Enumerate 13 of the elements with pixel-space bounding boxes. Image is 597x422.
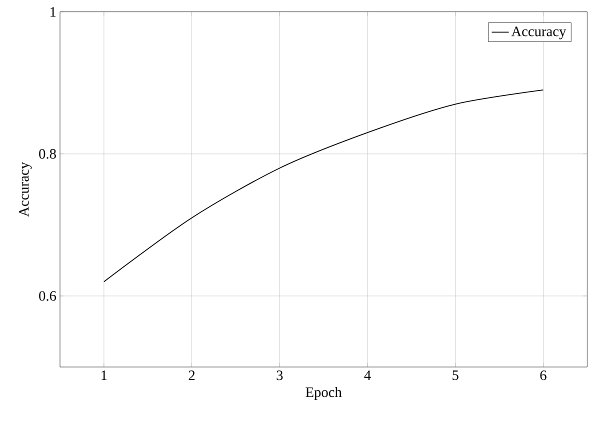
x-tick-label: 4 [364,370,371,380]
line-series [103,90,544,282]
x-tick-label: 6 [540,370,546,380]
y-tick-label: 1 [50,7,56,17]
y-axis-title: Accuracy [19,162,32,217]
x-tick-label: 2 [188,370,195,380]
x-tick-label: 5 [452,370,458,380]
x-tick-label: 3 [276,370,283,380]
y-tick-label: 0.6 [39,291,56,301]
x-tick-label: 1 [102,370,107,380]
x-axis-title: Epoch [306,387,342,400]
legend-label: Accuracy [511,26,566,40]
y-tick-label: 0.8 [39,149,56,159]
